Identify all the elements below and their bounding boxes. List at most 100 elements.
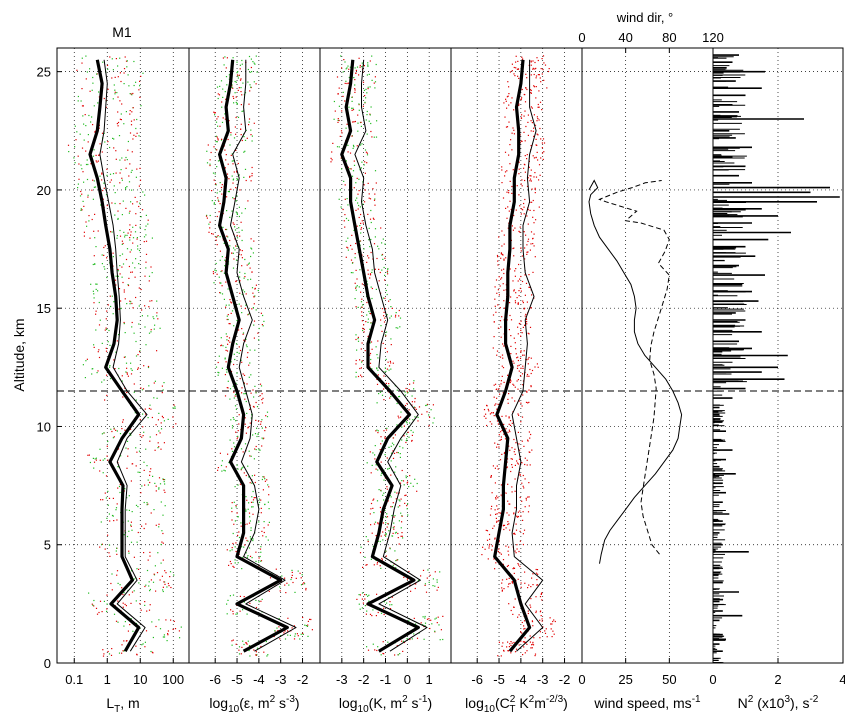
raw-data-point <box>429 627 431 630</box>
raw-data-point <box>417 579 419 581</box>
raw-data-point <box>304 624 306 626</box>
raw-data-point <box>485 413 487 415</box>
raw-data-point <box>232 610 234 612</box>
raw-data-point <box>436 579 438 581</box>
raw-data-point <box>99 448 101 450</box>
raw-data-point <box>383 492 385 494</box>
raw-data-point <box>524 294 526 296</box>
raw-data-point <box>532 67 534 69</box>
raw-data-point <box>369 277 371 279</box>
raw-data-point <box>261 437 263 439</box>
raw-data-point <box>546 636 548 638</box>
raw-data-point <box>215 141 217 143</box>
raw-data-point <box>106 276 108 279</box>
raw-data-point <box>127 448 129 450</box>
raw-data-point <box>497 443 499 445</box>
raw-data-point <box>118 367 120 370</box>
raw-data-point <box>515 552 517 554</box>
raw-data-point <box>155 490 157 492</box>
raw-data-point <box>539 127 541 130</box>
raw-data-point <box>217 467 219 469</box>
raw-data-point <box>152 316 154 318</box>
raw-data-point <box>372 217 374 219</box>
raw-data-point <box>365 119 367 121</box>
raw-data-point <box>385 555 387 557</box>
raw-data-point <box>147 559 149 561</box>
raw-data-point <box>174 628 177 630</box>
raw-data-point <box>498 641 500 643</box>
raw-data-point <box>426 577 428 579</box>
raw-data-point <box>243 339 245 341</box>
raw-data-point <box>81 147 84 149</box>
raw-data-point <box>506 578 508 580</box>
raw-data-point <box>121 644 123 646</box>
raw-data-point <box>208 223 210 225</box>
raw-data-point <box>107 68 109 70</box>
raw-data-point <box>222 57 224 59</box>
raw-data-point <box>425 404 427 407</box>
raw-data-point <box>413 633 415 635</box>
raw-data-point <box>518 370 520 372</box>
raw-data-point <box>365 321 367 323</box>
raw-data-point <box>124 332 126 334</box>
raw-data-point <box>497 550 499 553</box>
x-axis-label-part: ), s <box>790 695 809 711</box>
raw-data-point <box>112 437 114 439</box>
raw-data-point <box>123 323 125 325</box>
raw-data-point <box>130 602 132 604</box>
raw-data-point <box>519 530 521 532</box>
raw-data-point <box>518 168 520 170</box>
raw-data-point <box>389 360 391 362</box>
x-axis-label-part: s <box>275 695 286 711</box>
raw-data-point <box>390 474 392 476</box>
raw-data-point <box>235 101 237 103</box>
raw-data-point <box>240 128 242 130</box>
raw-data-point <box>149 551 151 553</box>
raw-data-point <box>158 477 161 479</box>
raw-data-point <box>498 512 500 514</box>
raw-data-point <box>513 532 515 534</box>
raw-data-point <box>105 106 107 108</box>
raw-data-point <box>147 315 149 317</box>
raw-data-point <box>367 213 369 215</box>
raw-data-point <box>245 496 247 498</box>
raw-data-point <box>258 557 260 559</box>
raw-data-point <box>244 208 246 210</box>
raw-data-point <box>408 570 410 573</box>
raw-data-point <box>530 307 532 309</box>
raw-data-point <box>379 391 382 393</box>
raw-data-point <box>239 189 241 191</box>
raw-data-point <box>126 372 128 374</box>
raw-data-point <box>84 377 86 379</box>
raw-data-point <box>254 63 256 65</box>
raw-data-point <box>117 210 119 212</box>
raw-data-point <box>249 267 251 269</box>
raw-data-point <box>206 150 208 152</box>
raw-data-point <box>406 505 408 507</box>
raw-data-point <box>517 515 520 518</box>
raw-data-point <box>349 66 351 68</box>
raw-data-point <box>389 397 391 399</box>
raw-data-point <box>526 464 528 466</box>
raw-data-point <box>116 123 118 125</box>
raw-data-point <box>132 262 134 264</box>
raw-data-point <box>396 559 398 561</box>
raw-data-point <box>97 102 99 104</box>
raw-data-point <box>347 219 350 221</box>
raw-data-point <box>263 527 265 529</box>
raw-data-point <box>155 625 157 628</box>
raw-data-point <box>508 210 510 212</box>
raw-data-point <box>510 139 512 141</box>
raw-data-point <box>227 236 229 238</box>
raw-data-point <box>368 197 370 199</box>
raw-data-point <box>371 136 373 138</box>
raw-data-point <box>383 399 385 401</box>
raw-data-point <box>131 463 133 465</box>
raw-data-point <box>508 603 510 605</box>
raw-data-point <box>369 218 372 220</box>
raw-data-point <box>510 353 512 355</box>
raw-data-point <box>157 442 159 444</box>
raw-data-point <box>376 383 379 385</box>
raw-data-point <box>496 350 499 352</box>
raw-data-point <box>390 496 392 498</box>
